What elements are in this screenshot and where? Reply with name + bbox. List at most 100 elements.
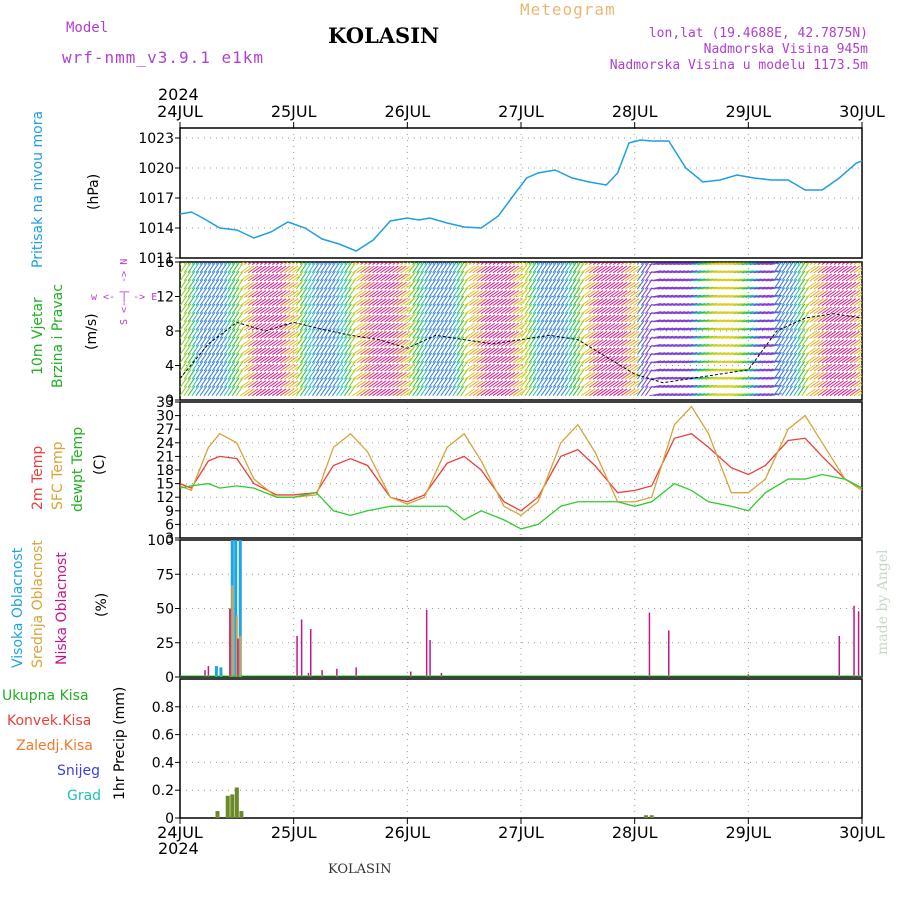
wind-barb: [809, 363, 820, 372]
wind-barb: [725, 393, 738, 397]
wind-barb: [657, 302, 670, 307]
wind-barb: [689, 352, 702, 356]
wind-barb: [504, 273, 516, 282]
wind-barb: [721, 302, 734, 307]
wind-barb: [259, 339, 271, 347]
wind-barb: [219, 336, 228, 347]
wind-barb: [629, 314, 640, 323]
wind-barb: [288, 372, 299, 380]
wind-barb: [709, 311, 722, 315]
wind-barb: [661, 352, 674, 356]
wind-barb: [552, 369, 561, 380]
wind-barb: [701, 335, 714, 339]
wind-barb: [191, 328, 200, 339]
wind-barb: [472, 273, 483, 282]
wind-barb: [488, 306, 500, 315]
wind-barb: [436, 295, 445, 306]
wind-barb: [492, 262, 498, 265]
wind-barb: [328, 336, 336, 347]
wind-barb: [552, 377, 561, 388]
wind-barb: [797, 320, 806, 331]
wind-barb: [392, 265, 403, 274]
wind-barb: [392, 339, 403, 347]
wind-barb: [705, 360, 718, 364]
wind-barb: [263, 355, 275, 364]
wind-barb: [364, 262, 370, 265]
wind-barb: [717, 302, 730, 307]
wind-barb: [275, 290, 287, 298]
wind-barb: [689, 384, 702, 388]
wind-barb: [629, 339, 640, 347]
wind-barb: [701, 352, 714, 356]
wind-barb: [564, 295, 573, 306]
wind-barb: [472, 290, 483, 298]
wind-barb: [388, 265, 399, 274]
wind-barb: [568, 369, 577, 380]
wind-barb: [311, 328, 320, 339]
wind-barb: [649, 286, 662, 290]
wind-barb: [416, 377, 424, 388]
wind-barb: [837, 339, 849, 347]
wind-barb: [211, 336, 220, 347]
wind-barb: [380, 314, 391, 323]
wind-barb: [448, 303, 457, 315]
wind-barb: [616, 265, 628, 274]
wind-barb: [320, 303, 328, 315]
wind-barb: [444, 262, 448, 265]
wind-barb: [580, 290, 592, 298]
wind-barb: [259, 314, 271, 323]
wind-barb: [448, 385, 457, 396]
wind-barb: [488, 380, 500, 388]
wind-barb: [572, 262, 581, 274]
wind-barb: [223, 377, 232, 388]
wind-barb: [223, 336, 232, 347]
wind-barb: [452, 385, 461, 396]
x-tick-label: 25JUL: [271, 102, 317, 121]
wind-barb: [352, 273, 363, 282]
wind-barb: [472, 355, 483, 364]
wind-barb: [344, 311, 352, 323]
y-tick-label: 75: [156, 567, 174, 583]
wind-barb: [781, 279, 790, 290]
wind-barb: [271, 331, 283, 339]
wind-barb: [348, 328, 356, 339]
wind-barb: [284, 380, 295, 388]
wind-barb: [364, 355, 375, 364]
wind-barb: [572, 344, 581, 356]
wind-barb: [388, 347, 399, 356]
wind-barb: [396, 363, 407, 372]
wind-barb: [588, 347, 600, 356]
wind-barb: [388, 281, 399, 290]
wind-barb: [849, 322, 861, 331]
wind-barb: [745, 352, 758, 356]
wind-barb: [324, 303, 332, 315]
wind-barb: [677, 311, 690, 315]
wind-barb: [588, 314, 600, 323]
wind-barb: [303, 262, 312, 274]
wind-barb: [777, 311, 786, 323]
wind-barb: [460, 377, 469, 388]
wind-barb: [536, 352, 545, 364]
wind-barb: [440, 360, 449, 372]
wind-barb: [588, 262, 594, 265]
wind-barb: [488, 331, 500, 339]
wind-barb: [263, 331, 275, 339]
wind-barb: [440, 270, 449, 282]
wind-barb: [761, 376, 774, 380]
wind-barb: [781, 295, 790, 306]
wind-barb: [665, 311, 678, 315]
wind-barb: [436, 270, 445, 282]
wind-barb: [697, 311, 710, 315]
wind-barb: [761, 262, 774, 266]
wind-barb: [396, 306, 407, 315]
wind-barb: [452, 377, 461, 388]
wind-barb: [259, 355, 271, 364]
wind-barb: [817, 306, 828, 315]
wind-barb: [251, 331, 263, 339]
wind-barb: [673, 335, 686, 339]
wind-barb: [572, 369, 581, 380]
bar-total-precip: [239, 811, 244, 818]
wind-barb: [280, 273, 291, 282]
wind-barb: [400, 388, 411, 397]
wind-barb: [729, 286, 742, 290]
